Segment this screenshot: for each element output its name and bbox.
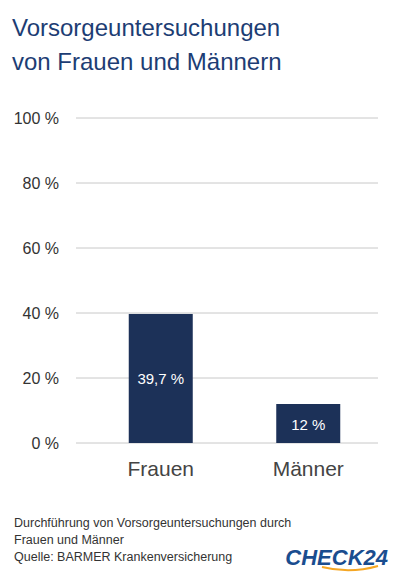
grid-line bbox=[76, 183, 378, 184]
bar bbox=[129, 314, 193, 443]
tick-label: 100 % bbox=[14, 110, 59, 127]
tick-label: 40 % bbox=[23, 305, 59, 322]
category-label: Männer bbox=[273, 457, 344, 480]
grid-line bbox=[76, 248, 378, 249]
logo-swoosh bbox=[322, 566, 378, 570]
title: von Frauen und Männern bbox=[12, 48, 282, 75]
tick-label: 0 % bbox=[31, 435, 59, 452]
caption: Durchführung von Vorsorgeuntersuchungen … bbox=[14, 516, 291, 530]
data-label: 12 % bbox=[291, 416, 325, 433]
tick-label: 80 % bbox=[23, 175, 59, 192]
category-label: Frauen bbox=[127, 457, 194, 480]
chart: Vorsorgeuntersuchungen von Frauen und Män… bbox=[0, 0, 400, 585]
grid-line bbox=[76, 118, 378, 119]
caption: Frauen und Männer bbox=[14, 533, 124, 547]
tick-label: 60 % bbox=[23, 240, 59, 257]
grid-line bbox=[76, 313, 378, 314]
tick-label: 20 % bbox=[23, 370, 59, 387]
data-label: 39,7 % bbox=[137, 370, 184, 387]
chart-container: Vorsorgeuntersuchungen von Frauen und Män… bbox=[0, 0, 400, 585]
logo: CHECK24 bbox=[285, 545, 388, 570]
source: Quelle: BARMER Krankenversicherung bbox=[14, 550, 232, 564]
bar bbox=[276, 404, 340, 443]
title: Vorsorgeuntersuchungen bbox=[12, 14, 280, 41]
bars bbox=[129, 314, 341, 443]
grid-line bbox=[76, 378, 378, 379]
grid bbox=[76, 118, 378, 443]
